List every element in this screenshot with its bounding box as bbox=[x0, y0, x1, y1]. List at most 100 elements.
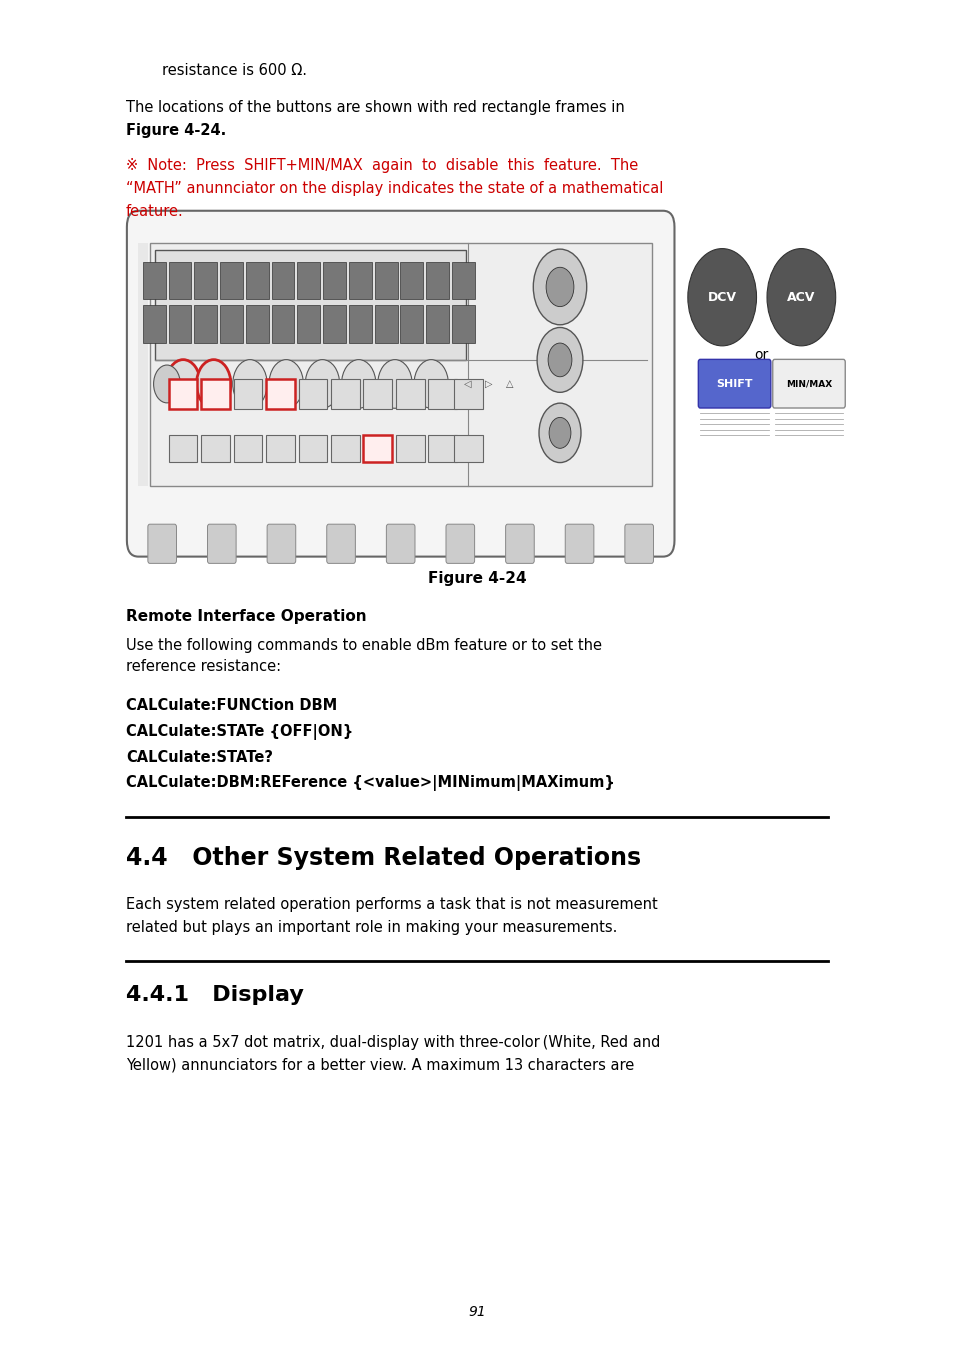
Bar bbox=[169, 378, 197, 408]
Bar bbox=[395, 378, 424, 408]
FancyBboxPatch shape bbox=[386, 524, 415, 563]
Text: Yellow) annunciators for a better view. A maximum 13 characters are: Yellow) annunciators for a better view. … bbox=[126, 1058, 634, 1073]
Circle shape bbox=[766, 249, 835, 346]
Circle shape bbox=[537, 327, 582, 392]
Circle shape bbox=[305, 359, 339, 408]
Text: Remote Interface Operation: Remote Interface Operation bbox=[126, 609, 366, 624]
Text: CALCulate:FUNCtion DBM: CALCulate:FUNCtion DBM bbox=[126, 698, 336, 713]
Bar bbox=[201, 435, 230, 462]
Text: ◁: ◁ bbox=[463, 378, 471, 389]
Bar bbox=[349, 262, 372, 300]
Circle shape bbox=[233, 359, 267, 408]
FancyBboxPatch shape bbox=[505, 524, 534, 563]
Circle shape bbox=[196, 359, 231, 408]
FancyBboxPatch shape bbox=[207, 524, 235, 563]
Bar bbox=[395, 435, 424, 462]
Bar bbox=[233, 378, 262, 408]
Text: CALCulate:DBM:REFerence {<value>|MINimum|MAXimum}: CALCulate:DBM:REFerence {<value>|MINimum… bbox=[126, 775, 614, 792]
Text: 1201 has a 5x7 dot matrix, dual-display with three-color (White, Red and: 1201 has a 5x7 dot matrix, dual-display … bbox=[126, 1035, 659, 1050]
Bar bbox=[220, 262, 243, 300]
Bar bbox=[298, 435, 327, 462]
Circle shape bbox=[153, 365, 180, 403]
Bar bbox=[233, 435, 262, 462]
Bar bbox=[323, 305, 346, 343]
Text: Figure 4-24: Figure 4-24 bbox=[427, 571, 526, 586]
Text: reference resistance:: reference resistance: bbox=[126, 659, 281, 674]
Text: Use the following commands to enable dBm feature or to set the: Use the following commands to enable dBm… bbox=[126, 638, 601, 653]
FancyBboxPatch shape bbox=[564, 524, 593, 563]
Bar bbox=[298, 378, 327, 408]
Bar bbox=[400, 305, 423, 343]
Text: DCV: DCV bbox=[707, 290, 736, 304]
Text: “MATH” anunnciator on the display indicates the state of a mathematical: “MATH” anunnciator on the display indica… bbox=[126, 181, 662, 196]
Bar bbox=[349, 305, 372, 343]
Bar bbox=[246, 305, 269, 343]
FancyBboxPatch shape bbox=[148, 524, 176, 563]
Bar bbox=[454, 435, 482, 462]
Circle shape bbox=[166, 359, 200, 408]
Bar bbox=[428, 378, 456, 408]
Bar bbox=[266, 378, 294, 408]
Bar bbox=[272, 262, 294, 300]
Bar bbox=[266, 435, 294, 462]
Circle shape bbox=[687, 249, 756, 346]
Bar bbox=[428, 435, 456, 462]
Bar bbox=[452, 305, 475, 343]
Text: △: △ bbox=[505, 378, 513, 389]
Text: or: or bbox=[754, 349, 767, 362]
Bar bbox=[169, 262, 192, 300]
FancyBboxPatch shape bbox=[624, 524, 653, 563]
FancyBboxPatch shape bbox=[772, 359, 844, 408]
Bar bbox=[220, 305, 243, 343]
Bar bbox=[297, 262, 320, 300]
Bar bbox=[363, 435, 392, 462]
Text: The locations of the buttons are shown with red rectangle frames in: The locations of the buttons are shown w… bbox=[126, 100, 624, 115]
Circle shape bbox=[414, 359, 448, 408]
FancyBboxPatch shape bbox=[326, 524, 355, 563]
Bar bbox=[375, 305, 397, 343]
Circle shape bbox=[377, 359, 412, 408]
Text: resistance is 600 Ω.: resistance is 600 Ω. bbox=[162, 63, 307, 78]
Bar bbox=[400, 262, 423, 300]
Bar bbox=[150, 243, 651, 486]
Bar bbox=[201, 378, 230, 408]
Text: ※  Note:  Press  SHIFT+MIN/MAX  again  to  disable  this  feature.  The: ※ Note: Press SHIFT+MIN/MAX again to dis… bbox=[126, 158, 638, 173]
Circle shape bbox=[341, 359, 375, 408]
Bar bbox=[194, 262, 217, 300]
Bar bbox=[363, 378, 392, 408]
Bar bbox=[138, 243, 148, 486]
Text: feature.: feature. bbox=[126, 204, 184, 219]
Bar bbox=[426, 262, 449, 300]
Text: 91: 91 bbox=[468, 1305, 485, 1319]
FancyBboxPatch shape bbox=[267, 524, 295, 563]
Text: Each system related operation performs a task that is not measurement: Each system related operation performs a… bbox=[126, 897, 657, 912]
Circle shape bbox=[549, 417, 570, 449]
Bar bbox=[452, 262, 475, 300]
Text: MIN/MAX: MIN/MAX bbox=[785, 380, 831, 388]
Bar bbox=[194, 305, 217, 343]
Text: 4.4   Other System Related Operations: 4.4 Other System Related Operations bbox=[126, 846, 640, 870]
Bar bbox=[143, 262, 166, 300]
Bar bbox=[143, 305, 166, 343]
Text: ▷: ▷ bbox=[484, 378, 492, 389]
Bar bbox=[454, 378, 482, 408]
Text: related but plays an important role in making your measurements.: related but plays an important role in m… bbox=[126, 920, 617, 935]
Circle shape bbox=[533, 249, 586, 324]
Circle shape bbox=[269, 359, 303, 408]
Bar bbox=[375, 262, 397, 300]
Bar bbox=[246, 262, 269, 300]
Text: Figure 4-24.: Figure 4-24. bbox=[126, 123, 226, 138]
Text: CALCulate:STATe?: CALCulate:STATe? bbox=[126, 750, 273, 765]
Bar bbox=[154, 250, 465, 359]
FancyBboxPatch shape bbox=[698, 359, 770, 408]
Text: CALCulate:STATe {OFF|ON}: CALCulate:STATe {OFF|ON} bbox=[126, 724, 353, 740]
Text: 4.4.1   Display: 4.4.1 Display bbox=[126, 985, 303, 1005]
Bar bbox=[331, 378, 359, 408]
Bar bbox=[297, 305, 320, 343]
Bar bbox=[169, 305, 192, 343]
Text: ACV: ACV bbox=[786, 290, 815, 304]
Bar bbox=[331, 435, 359, 462]
Circle shape bbox=[538, 403, 580, 462]
Circle shape bbox=[548, 343, 571, 377]
Bar bbox=[272, 305, 294, 343]
